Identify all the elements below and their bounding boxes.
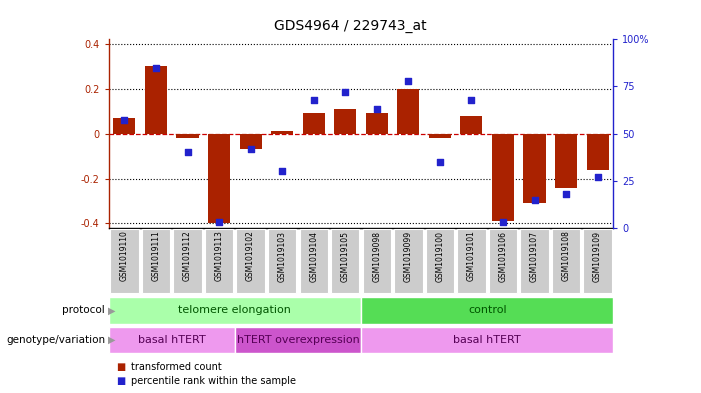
- Text: GSM1019111: GSM1019111: [151, 231, 161, 281]
- Bar: [366, 114, 388, 134]
- Point: [498, 219, 509, 226]
- Bar: [492, 134, 514, 221]
- FancyBboxPatch shape: [235, 327, 361, 353]
- FancyBboxPatch shape: [236, 229, 265, 294]
- FancyBboxPatch shape: [109, 327, 235, 353]
- Text: GSM1019100: GSM1019100: [435, 231, 444, 282]
- Bar: [240, 134, 261, 149]
- Text: GSM1019107: GSM1019107: [530, 231, 539, 282]
- Text: GSM1019108: GSM1019108: [562, 231, 571, 281]
- Point: [119, 117, 130, 123]
- FancyBboxPatch shape: [583, 229, 612, 294]
- Point: [592, 174, 604, 180]
- Point: [435, 159, 446, 165]
- Bar: [397, 89, 419, 134]
- FancyBboxPatch shape: [110, 229, 139, 294]
- Bar: [334, 109, 356, 134]
- Point: [151, 64, 162, 71]
- Text: GSM1019103: GSM1019103: [278, 231, 287, 282]
- Bar: [524, 134, 545, 203]
- Text: basal hTERT: basal hTERT: [454, 335, 521, 345]
- Bar: [271, 131, 293, 134]
- FancyBboxPatch shape: [362, 229, 391, 294]
- FancyBboxPatch shape: [552, 229, 580, 294]
- Text: GDS4964 / 229743_at: GDS4964 / 229743_at: [274, 18, 427, 33]
- Text: control: control: [468, 305, 507, 316]
- Text: transformed count: transformed count: [131, 362, 222, 373]
- Text: ■: ■: [116, 376, 125, 386]
- Text: percentile rank within the sample: percentile rank within the sample: [131, 376, 296, 386]
- FancyBboxPatch shape: [457, 229, 486, 294]
- Text: basal hTERT: basal hTERT: [138, 335, 205, 345]
- FancyBboxPatch shape: [173, 229, 202, 294]
- Point: [245, 145, 257, 152]
- Text: GSM1019106: GSM1019106: [498, 231, 508, 282]
- FancyBboxPatch shape: [426, 229, 454, 294]
- Point: [308, 97, 320, 103]
- Point: [340, 89, 351, 95]
- Point: [372, 106, 383, 112]
- Text: ▶: ▶: [108, 335, 116, 345]
- FancyBboxPatch shape: [361, 297, 613, 324]
- Bar: [461, 116, 482, 134]
- Text: ▶: ▶: [108, 305, 116, 316]
- FancyBboxPatch shape: [394, 229, 423, 294]
- FancyBboxPatch shape: [142, 229, 170, 294]
- FancyBboxPatch shape: [520, 229, 549, 294]
- Bar: [587, 134, 608, 169]
- Bar: [177, 134, 198, 138]
- Text: GSM1019110: GSM1019110: [120, 231, 129, 281]
- Text: GSM1019099: GSM1019099: [404, 231, 413, 282]
- FancyBboxPatch shape: [299, 229, 328, 294]
- Text: GSM1019112: GSM1019112: [183, 231, 192, 281]
- Text: GSM1019098: GSM1019098: [372, 231, 381, 282]
- Text: protocol: protocol: [62, 305, 105, 316]
- FancyBboxPatch shape: [109, 297, 361, 324]
- Text: genotype/variation: genotype/variation: [6, 335, 105, 345]
- Text: GSM1019109: GSM1019109: [593, 231, 602, 282]
- Point: [561, 191, 572, 197]
- Text: GSM1019113: GSM1019113: [215, 231, 224, 281]
- Text: GSM1019102: GSM1019102: [246, 231, 255, 281]
- Point: [529, 196, 540, 203]
- Point: [277, 168, 288, 174]
- Bar: [555, 134, 577, 187]
- FancyBboxPatch shape: [489, 229, 517, 294]
- Text: GSM1019101: GSM1019101: [467, 231, 476, 281]
- FancyBboxPatch shape: [268, 229, 297, 294]
- FancyBboxPatch shape: [361, 327, 613, 353]
- Point: [466, 97, 477, 103]
- Point: [214, 219, 225, 226]
- Text: GSM1019104: GSM1019104: [309, 231, 318, 282]
- Bar: [114, 118, 135, 134]
- FancyBboxPatch shape: [205, 229, 233, 294]
- FancyBboxPatch shape: [331, 229, 360, 294]
- Bar: [145, 66, 167, 134]
- Point: [182, 149, 193, 156]
- Bar: [208, 134, 230, 224]
- Text: hTERT overexpression: hTERT overexpression: [236, 335, 360, 345]
- Text: telomere elongation: telomere elongation: [178, 305, 292, 316]
- Text: GSM1019105: GSM1019105: [341, 231, 350, 282]
- Bar: [429, 134, 451, 138]
- Text: ■: ■: [116, 362, 125, 373]
- Point: [403, 78, 414, 84]
- Bar: [303, 114, 325, 134]
